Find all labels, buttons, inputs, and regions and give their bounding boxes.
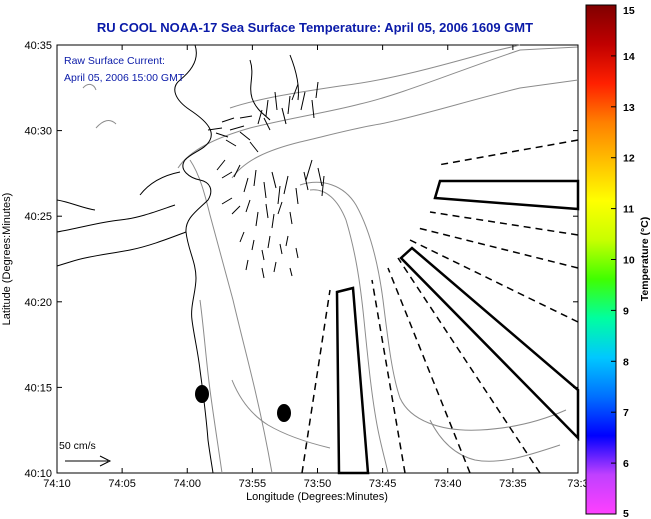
x-tick-label: 73:45 bbox=[369, 478, 397, 490]
x-tick-label: 73:50 bbox=[304, 478, 332, 490]
colorbar-tick-label: 8 bbox=[623, 356, 629, 368]
x-axis-ticks: 74:10 74:05 74:00 73:55 73:50 73:45 73:40 73:35… bbox=[43, 45, 589, 490]
sampling-area-southeast bbox=[399, 246, 580, 442]
station-marker-west bbox=[195, 385, 209, 403]
map-content: 50 cm/s Raw Surface Current: April 05, 2… bbox=[56, 44, 580, 475]
current-annotation-line1: Raw Surface Current: bbox=[64, 55, 165, 67]
x-axis-label: Longitude (Degrees:Minutes) bbox=[246, 491, 388, 503]
colorbar-tick-label: 12 bbox=[623, 153, 635, 165]
y-tick-label: 40:35 bbox=[24, 40, 52, 52]
sampling-area-south bbox=[335, 286, 370, 475]
colorbar-tick-label: 11 bbox=[623, 204, 634, 216]
x-tick-label: 73:55 bbox=[239, 478, 267, 490]
map-title: RU COOL NOAA-17 Sea Surface Temperature:… bbox=[97, 20, 533, 35]
scale-arrowhead bbox=[99, 455, 112, 467]
colorbar-tick-label: 10 bbox=[623, 255, 635, 267]
colorbar-tick-label: 9 bbox=[623, 305, 629, 317]
y-axis-ticks: 40:35 40:30 40:25 40:20 40:15 40:10 bbox=[24, 40, 578, 480]
colorbar-tick-label: 15 bbox=[623, 5, 635, 17]
x-tick-label: 73:35 bbox=[499, 478, 527, 490]
y-tick-label: 40:30 bbox=[24, 126, 52, 138]
sampling-areas bbox=[335, 179, 580, 475]
y-tick-label: 40:25 bbox=[24, 211, 52, 223]
y-tick-label: 40:10 bbox=[24, 468, 52, 480]
x-tick-label: 74:10 bbox=[43, 478, 71, 490]
y-tick-label: 40:20 bbox=[24, 297, 52, 309]
x-tick-label: 74:00 bbox=[173, 478, 201, 490]
colorbar-tick-label: 13 bbox=[623, 102, 635, 114]
colorbar-label: Temperature (°C) bbox=[639, 217, 651, 302]
colorbar-tick-label: 7 bbox=[623, 407, 629, 419]
y-tick-label: 40:15 bbox=[24, 382, 52, 394]
x-tick-label: 73:3 bbox=[567, 478, 588, 490]
sampling-area-east bbox=[433, 179, 580, 211]
dashed-radials bbox=[301, 139, 579, 474]
scale-label: 50 cm/s bbox=[59, 440, 96, 452]
bathymetry-contours bbox=[82, 44, 579, 474]
colorbar-tick-label: 14 bbox=[623, 51, 635, 63]
current-annotation-line2: April 05, 2006 15:00 GMT bbox=[64, 72, 185, 84]
map-frame bbox=[56, 44, 579, 474]
x-tick-label: 73:40 bbox=[434, 478, 462, 490]
current-vectors bbox=[207, 81, 325, 279]
y-axis-label: Latitude (Degrees:Minutes) bbox=[1, 193, 13, 326]
station-marker-east bbox=[277, 404, 291, 422]
colorbar: 15 14 13 12 11 10 9 8 7 6 5 bbox=[585, 4, 635, 519]
x-tick-label: 74:05 bbox=[108, 478, 136, 490]
coastline bbox=[56, 44, 299, 474]
colorbar-tick-label: 6 bbox=[623, 458, 629, 470]
colorbar-tick-label: 5 bbox=[623, 508, 629, 519]
